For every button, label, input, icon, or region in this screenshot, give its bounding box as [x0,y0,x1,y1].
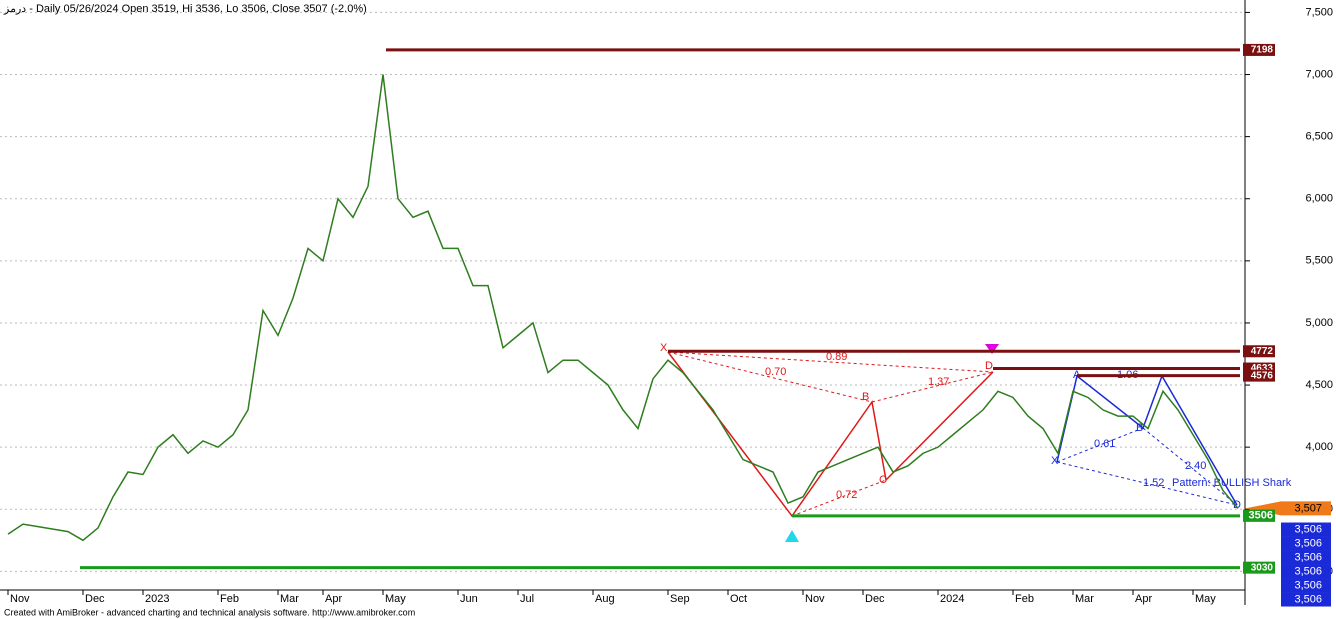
y-tick-label: 4,500 [1305,379,1333,391]
x-tick-label: Oct [730,593,747,605]
x-tick-label: Dec [865,593,885,605]
y-tick-label: 6,500 [1305,131,1333,143]
x-tick-label: Apr [1135,593,1152,605]
x-tick-label: 2023 [145,593,169,605]
price-label: 3,506 [1294,593,1322,605]
pattern-label: D [985,360,993,372]
x-tick-label: May [385,593,406,605]
pattern-ratio: 0.72 [836,489,857,501]
price-box [1281,536,1331,551]
level-box [1243,561,1275,574]
x-tick-label: Jul [520,593,534,605]
x-tick-label: Jun [460,593,478,605]
harmonic-patterns: X 0.89 0.70 B 1.37 D C 0.72 A 1.06 B 0.6… [660,342,1292,542]
pattern-label: B [862,391,869,403]
price-label: 3,506 [1294,551,1322,563]
level-box [1243,345,1275,358]
level-label: 3030 [1251,562,1274,573]
sell-signal [985,344,999,354]
pattern-ratio: 1.52 [1143,477,1164,489]
price-label: 3,506 [1294,565,1322,577]
price-box [1281,578,1331,593]
pattern-ratio: 2.40 [1185,460,1206,472]
pattern-ratio: 1.37 [928,376,949,388]
pattern-label: X [1051,455,1059,467]
price-box [1281,564,1331,579]
price-label: 3,506 [1294,523,1322,535]
price-box [1281,592,1331,607]
level-box [1243,369,1275,382]
price-box [1281,522,1331,537]
level-label: 4633 [1251,363,1274,374]
x-tick-label: Apr [325,593,342,605]
x-tick-label: Feb [1015,593,1034,605]
pattern-ratio: 0.61 [1094,438,1115,450]
x-tick-label: Nov [805,593,825,605]
footer: Created with AmiBroker - advanced charti… [4,607,415,617]
pattern-label: B [1136,422,1143,434]
pattern-ratio: 0.89 [826,351,847,363]
pattern-ratio: 0.70 [765,366,786,378]
x-tick-label: 2024 [940,593,964,605]
price-label: 3506 [1249,509,1273,521]
x-tick-label: Aug [595,593,615,605]
y-tick-label: 4,000 [1305,441,1333,453]
price-label: 3,506 [1294,537,1322,549]
price-box [1243,509,1275,522]
level-label: 4772 [1251,346,1274,357]
y-tick-label: 6,000 [1305,193,1333,205]
price-line [7,74,1239,542]
price-label: 3,506 [1294,579,1322,591]
y-tick-label: 7,000 [1305,68,1333,80]
x-tick-label: Mar [280,593,299,605]
buy-signal [785,530,799,542]
chart-title: درمز - Daily 05/26/2024 Open 3519, Hi 35… [3,3,367,15]
y-tick-label: 7,500 [1305,6,1333,18]
x-tick-label: Dec [85,593,105,605]
x-tick-label: Nov [10,593,30,605]
price-box [1281,550,1331,565]
x-tick-label: Mar [1075,593,1094,605]
x-tick-label: Feb [220,593,239,605]
pattern-label: C [879,474,887,486]
x-tick-label: May [1195,593,1216,605]
price-label: 3,507 [1294,502,1322,514]
level-label: 7198 [1251,45,1274,56]
pattern-label: D [1233,499,1241,511]
y-tick-label: 5,000 [1305,317,1333,329]
level-label: 4576 [1251,370,1274,381]
red-pattern-ratios [667,351,994,517]
pattern-label: X [660,342,668,354]
y-tick-label: 5,500 [1305,255,1333,267]
level-box [1243,43,1275,56]
x-tick-label: Sep [670,593,690,605]
pattern-name: Pattern: BULLISH Shark [1172,477,1292,489]
